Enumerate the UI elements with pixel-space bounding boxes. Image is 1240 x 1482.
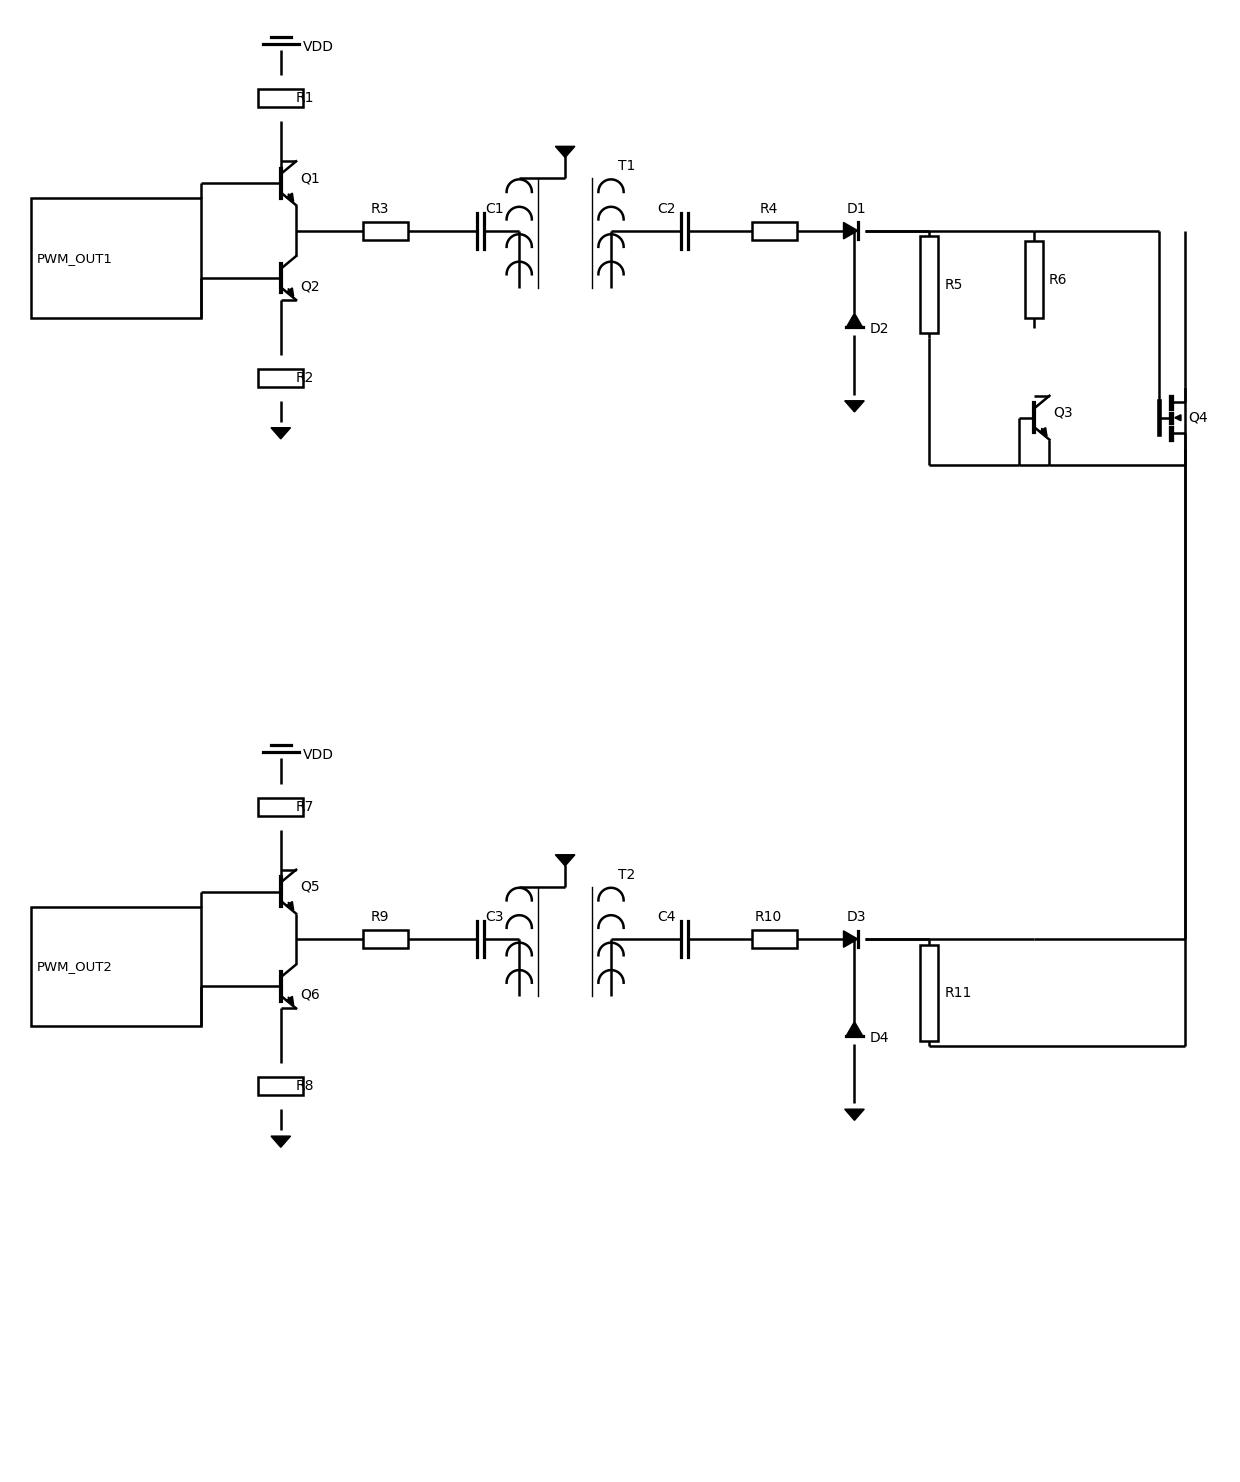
Text: R4: R4	[760, 202, 777, 216]
Text: Q6: Q6	[300, 987, 320, 1002]
Bar	[258, 797, 304, 815]
Text: C3: C3	[485, 910, 503, 925]
Bar	[31, 907, 201, 1027]
Text: T1: T1	[618, 159, 635, 173]
Text: R9: R9	[371, 910, 389, 925]
Bar	[363, 931, 408, 948]
Bar	[1025, 242, 1043, 319]
Text: C4: C4	[657, 910, 676, 925]
Text: Q5: Q5	[300, 880, 320, 894]
Polygon shape	[843, 222, 858, 239]
Text: Q2: Q2	[300, 279, 320, 293]
Bar	[920, 944, 939, 1042]
Text: R8: R8	[295, 1079, 314, 1094]
Polygon shape	[846, 313, 863, 328]
Text: Q3: Q3	[1054, 406, 1073, 419]
Text: T2: T2	[618, 867, 635, 882]
Text: PWM_OUT1: PWM_OUT1	[36, 252, 112, 265]
Polygon shape	[844, 400, 864, 412]
Text: R2: R2	[295, 370, 314, 385]
Text: VDD: VDD	[303, 40, 334, 53]
Polygon shape	[844, 1109, 864, 1120]
Polygon shape	[272, 428, 290, 439]
Polygon shape	[556, 147, 575, 157]
Polygon shape	[843, 931, 858, 947]
Bar	[258, 369, 304, 387]
Text: C1: C1	[485, 202, 503, 216]
Bar	[258, 89, 304, 107]
Text: D3: D3	[847, 910, 866, 925]
Text: D1: D1	[847, 202, 866, 216]
Polygon shape	[556, 855, 575, 865]
Bar	[753, 222, 797, 240]
Bar	[258, 1077, 304, 1095]
Text: Q1: Q1	[300, 172, 320, 185]
Text: Q4: Q4	[1188, 411, 1208, 425]
Text: R11: R11	[945, 986, 972, 1000]
Bar	[920, 236, 939, 333]
Text: D4: D4	[869, 1030, 889, 1045]
Text: R5: R5	[945, 277, 962, 292]
Bar	[753, 931, 797, 948]
Text: R1: R1	[295, 92, 314, 105]
Text: PWM_OUT2: PWM_OUT2	[36, 960, 112, 974]
Text: R3: R3	[371, 202, 389, 216]
Text: R7: R7	[295, 800, 314, 814]
Bar	[363, 222, 408, 240]
Polygon shape	[272, 1137, 290, 1147]
Text: D2: D2	[869, 322, 889, 336]
Text: R6: R6	[1049, 273, 1068, 286]
Text: C2: C2	[657, 202, 676, 216]
Polygon shape	[846, 1021, 863, 1036]
Bar	[31, 199, 201, 319]
Text: R10: R10	[755, 910, 782, 925]
Text: VDD: VDD	[303, 748, 334, 762]
